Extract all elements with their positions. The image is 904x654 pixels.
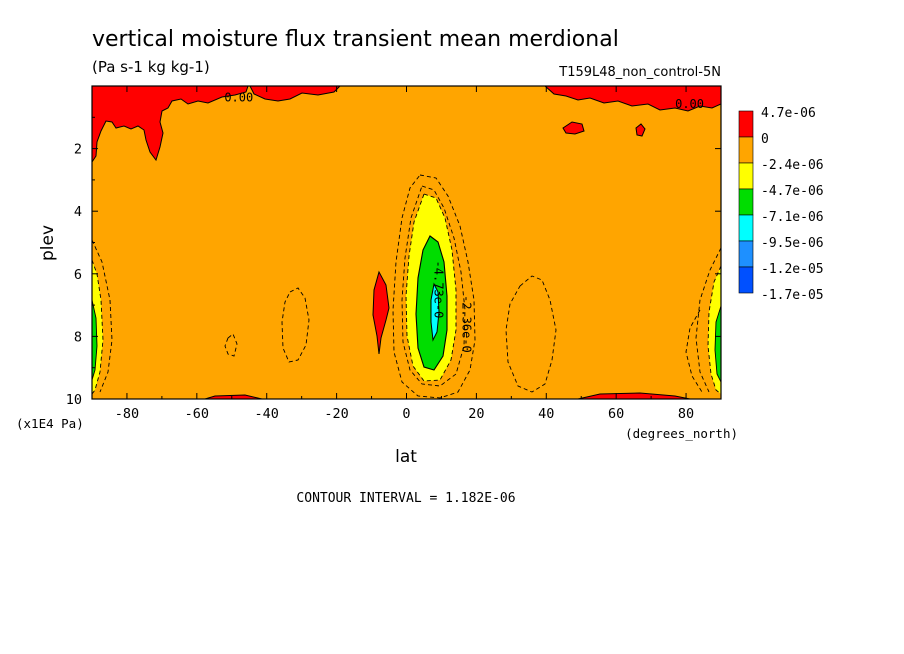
positive-patch-right-1	[562, 121, 585, 135]
legend-swatch	[738, 266, 754, 294]
x-tick-label: -60	[185, 406, 209, 422]
positive-region-upper-left	[92, 86, 249, 163]
y-tick-label: 10	[66, 392, 82, 408]
negative-contour-outer-1	[392, 174, 476, 399]
y-tick-label: 2	[74, 142, 82, 158]
negative-edge-right-green	[714, 305, 721, 383]
y-axis-label: plev	[38, 225, 58, 261]
legend-label: 0	[761, 132, 769, 147]
x-axis-units: (degrees_north)	[625, 426, 738, 441]
legend-label: -2.4e-06	[761, 158, 824, 173]
y-axis: 2 4 6 8 10	[66, 116, 721, 408]
x-tick-label: -40	[255, 406, 279, 422]
legend: 4.7e-06 0 -2.4e-06 -4.7e-06 -7.1e-06 -9.5e-06…	[738, 106, 824, 303]
positive-cell-tropics	[372, 270, 390, 355]
x-tick-label: -80	[115, 406, 139, 422]
legend-label: -1.2e-05	[761, 262, 824, 277]
contour-interval-text: CONTOUR INTERVAL = 1.182E-06	[296, 491, 515, 506]
legend-label: -7.1e-06	[761, 210, 824, 225]
contour-label: 0.00	[675, 97, 704, 111]
negative-region-cyan	[430, 282, 440, 342]
negative-contour-loop-1	[505, 275, 557, 393]
x-tick-label: 0	[402, 406, 410, 422]
negative-contour-loop-3	[224, 333, 238, 357]
positive-region-bottom-left	[204, 394, 263, 399]
legend-swatch	[738, 214, 754, 242]
negative-edge-left-green	[92, 299, 98, 381]
legend-swatch	[738, 188, 754, 216]
background-shading	[92, 86, 721, 399]
x-tick-label: 80	[678, 406, 694, 422]
chart-units: (Pa s-1 kg kg-1)	[92, 58, 210, 76]
y-axis-units: (x1E4 Pa)	[16, 416, 84, 431]
legend-swatch	[738, 240, 754, 268]
y-tick-label: 4	[74, 204, 82, 220]
positive-region-bottom-right	[577, 392, 691, 399]
legend-label: 4.7e-06	[761, 106, 816, 121]
x-tick-label: 60	[608, 406, 624, 422]
legend-swatch	[738, 136, 754, 164]
positive-region-upper-right	[544, 86, 721, 112]
negative-edge-right-outer-2	[685, 309, 703, 393]
x-tick-label: 40	[538, 406, 554, 422]
contour-labels: 0.00 0.00 -4.73e-0 -2.36e-0	[224, 91, 704, 353]
x-tick-label: -20	[324, 406, 348, 422]
x-axis-label: lat	[395, 447, 417, 467]
positive-patch-right-2	[635, 123, 646, 137]
chart-title: vertical moisture flux transient mean me…	[92, 27, 619, 52]
contour-label: -2.36e-0	[459, 295, 473, 353]
negative-contour-loop-2	[281, 287, 310, 363]
contour-label: -4.73e-0	[431, 261, 445, 319]
legend-label: -9.5e-06	[761, 236, 824, 251]
y-tick-label: 8	[74, 329, 82, 345]
legend-swatch	[738, 162, 754, 190]
contour-label: 0.00	[224, 91, 253, 105]
legend-label: -1.7e-05	[761, 288, 824, 303]
plot-area	[92, 86, 721, 399]
x-axis: -80 -60 -40 -20 0 20 40 60 80	[91, 86, 722, 422]
x-tick-label: 20	[468, 406, 484, 422]
run-label: T159L48_non_control-5N	[558, 65, 721, 80]
y-tick-label: 6	[74, 267, 82, 283]
negative-contour-outer-2	[401, 185, 466, 387]
legend-label: -4.7e-06	[761, 184, 824, 199]
legend-swatch	[738, 110, 754, 138]
